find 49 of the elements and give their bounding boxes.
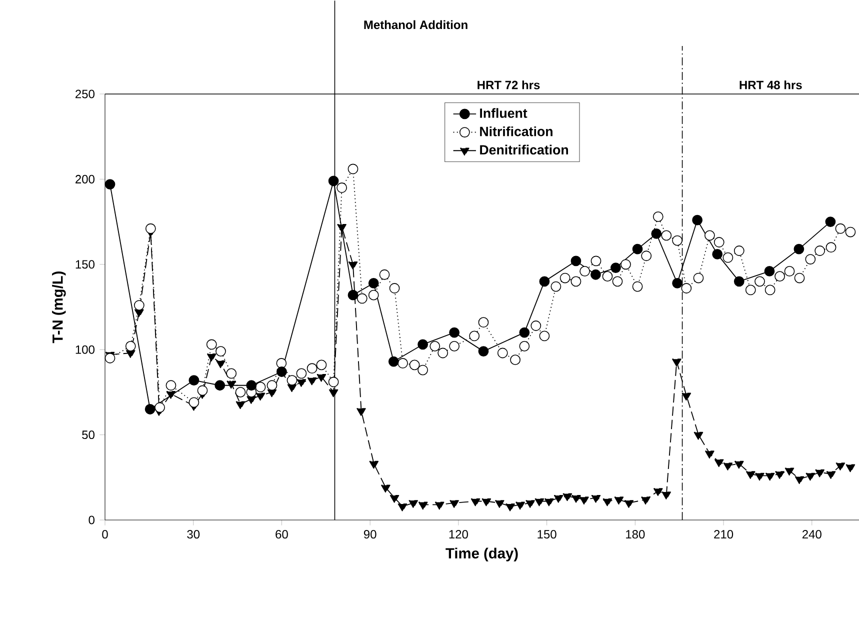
point [539, 276, 550, 287]
y-tick-label: 200 [76, 174, 94, 184]
point [764, 266, 775, 276]
point [692, 214, 703, 226]
x-tick-label: 240 [802, 530, 822, 539]
text: HRT 72 hrs [478, 80, 540, 90]
x-tick-label: 210 [714, 530, 734, 539]
point [368, 278, 379, 288]
legend-label: Nitrification [480, 126, 552, 136]
y-tick-label: 250 [76, 90, 94, 98]
y-tick-label: 0 [88, 516, 94, 524]
text: HRT 48 hrs [740, 80, 802, 90]
point [651, 228, 662, 239]
y-tick-label: 150 [76, 260, 94, 269]
x-tick-label: 60 [276, 530, 288, 539]
x-tick-label: 0 [102, 530, 108, 539]
point [478, 346, 489, 356]
point [570, 256, 582, 266]
x-tick-label: 180 [626, 530, 645, 539]
point [519, 327, 530, 338]
legend-label: Denitrification [480, 144, 568, 155]
point [590, 269, 601, 280]
legend-label: Influent [480, 108, 528, 118]
point [418, 339, 428, 350]
x-tick-label: 30 [187, 530, 200, 539]
point [672, 278, 682, 288]
x-tick-label: 120 [449, 530, 468, 539]
point [214, 380, 226, 391]
point [632, 244, 643, 254]
point [348, 290, 358, 300]
point [188, 375, 200, 386]
y-tick-label: 50 [82, 430, 94, 440]
point [246, 380, 257, 391]
point [712, 248, 723, 260]
point [734, 276, 744, 287]
y-axis-title: T-N (mg/L) [52, 271, 66, 344]
x-tick-label: 90 [364, 530, 376, 539]
point [449, 327, 460, 338]
point [825, 216, 836, 227]
y-tick-label: 100 [76, 345, 94, 354]
point [104, 179, 116, 190]
point [144, 404, 156, 414]
point [328, 176, 339, 186]
point [794, 244, 804, 254]
ref-line-label: Methanol Addition [364, 20, 468, 30]
point [388, 356, 399, 367]
point [610, 262, 621, 274]
x-tick-label: 150 [538, 530, 556, 539]
x-axis-title: Time (day) [446, 548, 518, 562]
